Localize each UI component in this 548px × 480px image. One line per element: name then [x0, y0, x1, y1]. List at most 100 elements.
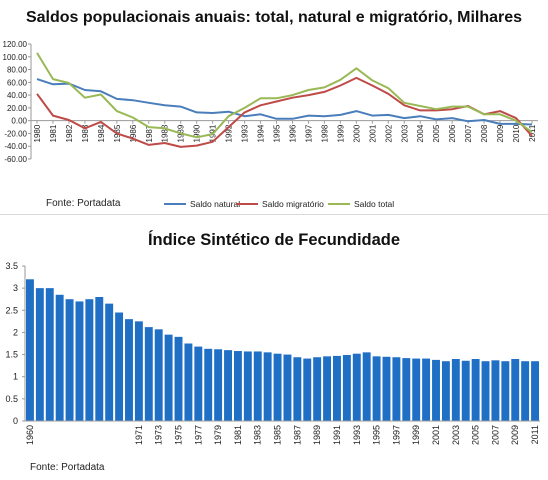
series-line-saldo-total: [36, 52, 533, 139]
y-tick-label: 40.00: [7, 91, 28, 100]
bar-2006: [481, 361, 490, 421]
x-tick-label: 2007: [464, 124, 473, 142]
x-tick-label: 2003: [400, 124, 409, 142]
x-tick-label: 1997: [304, 124, 313, 142]
bar-1976: [184, 343, 193, 421]
x-tick-label: 2011: [528, 124, 537, 142]
x-tick-label: 1971: [134, 425, 144, 445]
x-tick-label: 2011: [530, 425, 540, 444]
bar-1989: [313, 357, 322, 421]
bar-1982: [243, 351, 252, 421]
y-tick-label: 1: [13, 372, 18, 382]
x-tick-label: 1977: [193, 425, 203, 445]
bar-1967: [95, 297, 104, 421]
x-tick-label: 1984: [97, 124, 106, 142]
legend-swatch-total: [328, 203, 350, 205]
x-tick-label: 1989: [312, 425, 322, 445]
chart-panel-fecundidade: Índice Sintético de Fecundidade 3.5 3 2.5 2…: [0, 214, 548, 480]
chart-title-saldos: Saldos populacionais anuais: total, natu…: [25, 9, 523, 26]
source-note-saldos: Fonte: Portadata: [46, 198, 121, 209]
x-tick-label: 1990: [193, 124, 202, 142]
x-tick-label: 1999: [336, 124, 345, 142]
bar-1985: [273, 353, 282, 421]
bar-1984: [263, 352, 272, 421]
x-tick-label: 2000: [352, 124, 361, 142]
bar-2010: [521, 361, 530, 421]
x-tick-label: 2001: [368, 124, 377, 142]
bar-1995: [372, 356, 381, 421]
x-tick-label: 1998: [320, 124, 329, 142]
bar-1993: [352, 353, 361, 421]
bar-1968: [105, 303, 114, 421]
legend-label-total: Saldo total: [354, 199, 395, 209]
bar-2005: [471, 359, 480, 421]
bar-1987: [293, 357, 302, 421]
bar-1964: [65, 299, 74, 421]
y-tick-label: -60.00: [4, 155, 27, 164]
x-tick-label: 1981: [49, 124, 58, 142]
bar-1974: [164, 334, 173, 421]
x-tick-label: 2010: [512, 124, 521, 142]
bar-1966: [85, 299, 94, 421]
x-tick-label: 2001: [431, 425, 441, 445]
bar-2003: [451, 359, 460, 421]
bar-2007: [491, 360, 500, 421]
bar-2004: [461, 360, 470, 421]
x-tick-label: 1993: [352, 425, 362, 445]
x-tick-label: 2009: [496, 124, 505, 142]
legend-item-saldo-migratorio: Saldo migratório: [236, 199, 324, 209]
bar-1971: [134, 321, 143, 421]
x-tick-label: 1995: [372, 425, 382, 445]
bar-1961: [35, 288, 44, 421]
x-tick-label: 1993: [241, 124, 250, 142]
x-tick-label: 1999: [411, 425, 421, 445]
y-tick-label: 20.00: [7, 104, 28, 113]
bar-1978: [204, 348, 213, 421]
bar-1999: [412, 358, 421, 421]
bar-1975: [174, 336, 183, 421]
y-tick-label: 3: [13, 283, 18, 293]
x-tick-label: 1983: [81, 124, 90, 142]
bar-1997: [392, 357, 401, 421]
legend-label-natural: Saldo natural: [190, 199, 241, 209]
y-tick-label: 3.5: [5, 261, 18, 271]
x-tick-label: 1987: [292, 425, 302, 445]
y-tick-label: 0: [13, 416, 18, 426]
bar-2009: [511, 359, 520, 421]
y-tick-label: 0.5: [5, 394, 18, 404]
bar-1980: [224, 350, 232, 421]
x-tick-label: 1997: [391, 425, 401, 445]
bar-2001: [432, 359, 440, 421]
x-tick-label: 1988: [161, 124, 170, 142]
y-tick-label: 100.00: [3, 53, 28, 62]
legend-swatch-migratorio: [236, 203, 258, 205]
x-tick-label: 1987: [145, 124, 154, 142]
legend-label-migratorio: Saldo migratório: [262, 199, 324, 209]
x-tick-label: 2008: [480, 124, 489, 142]
bar-1963: [55, 294, 64, 421]
y-tick-label: 2: [13, 327, 18, 337]
panel-divider: [0, 214, 548, 215]
x-tick-label: 2007: [490, 425, 500, 445]
bar-1969: [115, 312, 124, 421]
y-tick-label: 2.5: [5, 305, 18, 315]
fecundidade-bar-chart: 3.5 3 2.5 2 1.5 1 0.5 0 1960 1971 1973 1975 1977 1979…: [5, 261, 540, 445]
x-tick-label: 1985: [273, 425, 283, 445]
y-tick-label: 80.00: [7, 66, 28, 75]
bar-1988: [303, 358, 312, 421]
legend-item-saldo-total: Saldo total: [328, 199, 394, 209]
bar-1962: [45, 288, 54, 421]
legend-item-saldo-natural: Saldo natural: [164, 199, 240, 209]
x-tick-label: 2005: [471, 425, 481, 445]
source-note-fecundidade: Fonte: Portadata: [30, 462, 105, 473]
chart-panel-saldos: Saldos populacionais anuais: total, natu…: [0, 0, 548, 214]
x-tick-label: 1986: [129, 124, 138, 142]
x-tick-label: 1994: [257, 124, 266, 142]
y-tick-label: -20.00: [4, 129, 27, 138]
x-tick-label: 1996: [288, 124, 297, 142]
bar-1991: [333, 355, 341, 421]
x-tick-label: 2006: [448, 124, 457, 142]
bar-2008: [501, 361, 510, 421]
x-tick-label: 2005: [432, 124, 441, 142]
y-tick-label: 1.5: [5, 350, 18, 360]
